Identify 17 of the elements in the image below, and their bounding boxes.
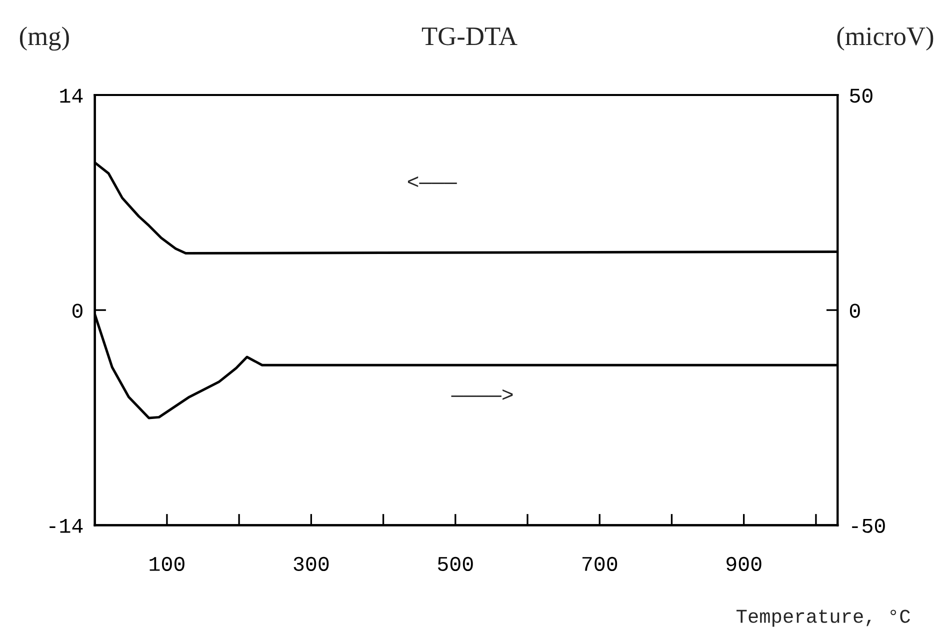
y2-tick-label: 50 xyxy=(850,88,872,103)
x-axis-title: Temperature, °C xyxy=(736,610,910,627)
y-axis-title: (mg) xyxy=(20,26,69,51)
y2-axis-title: (microV) xyxy=(837,26,934,51)
y2-tick-label: -50 xyxy=(852,518,885,533)
annotation: ————> xyxy=(451,389,513,400)
y-tick-label: -14 xyxy=(50,518,83,533)
y2-tick-label: 0 xyxy=(850,304,860,318)
annotation: <——— xyxy=(408,176,457,188)
x-tick-label: 100 xyxy=(150,556,184,572)
chart-title: TG-DTA xyxy=(422,27,518,46)
y-tick-label: 14 xyxy=(60,88,83,103)
x-tick-label: 900 xyxy=(726,556,762,572)
x-tick-label: 300 xyxy=(294,556,329,572)
y-tick-label: 0 xyxy=(72,304,82,318)
x-tick-label: 500 xyxy=(438,556,473,572)
x-tick-label: 700 xyxy=(582,556,618,572)
